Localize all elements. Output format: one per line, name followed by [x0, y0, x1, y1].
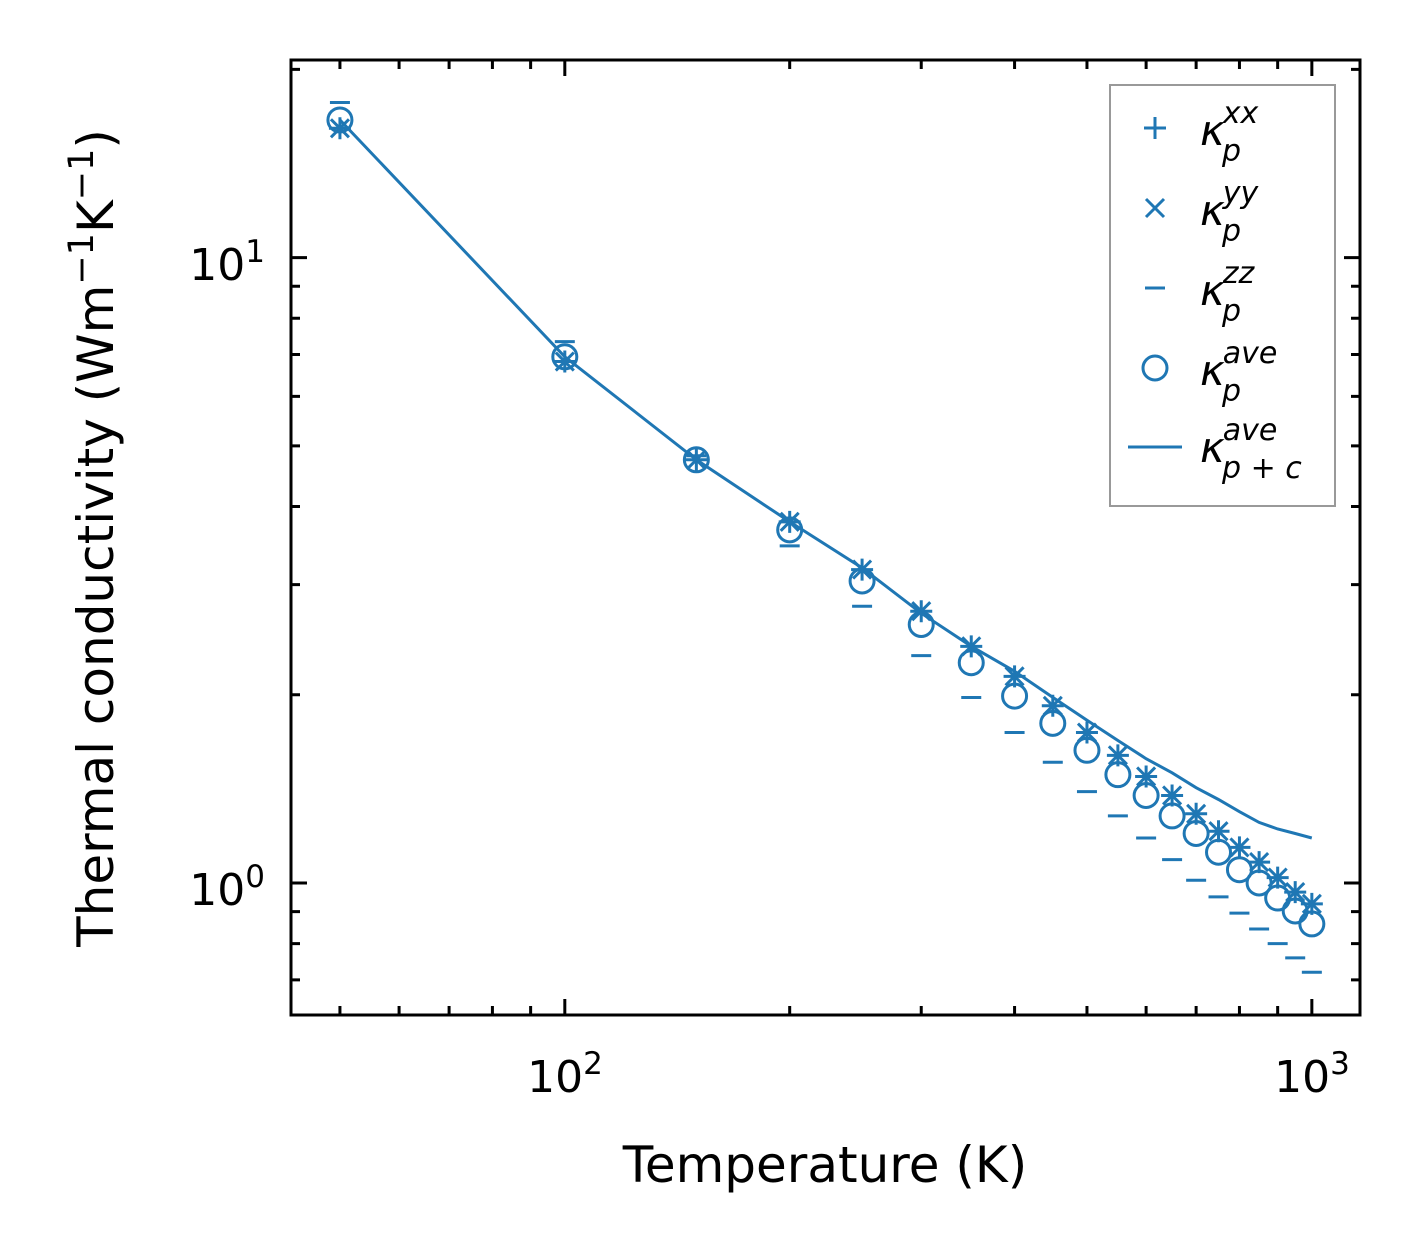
- x-tick-label-100: 102: [527, 1046, 603, 1103]
- y-tick-label-1: 100: [189, 859, 265, 916]
- data-point-yy: [1249, 852, 1270, 873]
- data-point-ave: [1104, 761, 1132, 789]
- legend: κxx p κyy p κzz p κave p κave p + c: [1109, 84, 1336, 507]
- series-layer: [326, 101, 1326, 974]
- data-point-yy: [1107, 745, 1128, 766]
- axes-frame: [289, 58, 1362, 1017]
- data-point-ave: [1182, 819, 1210, 847]
- series-p-c-ave: [338, 118, 1313, 840]
- data-point-ave: [1001, 682, 1029, 710]
- legend-label-ave: κave p: [1200, 336, 1277, 409]
- legend-label-zz: κzz p: [1200, 256, 1256, 329]
- axis-ticks: [291, 60, 1360, 1015]
- data-point-ave: [1245, 869, 1273, 897]
- data-point-ave: [1298, 910, 1326, 938]
- x-tick-label-1000: 103: [1274, 1046, 1350, 1103]
- data-point-yy: [1186, 803, 1207, 824]
- legend-label-xx: κxx p: [1200, 96, 1259, 169]
- legend-marker-yy: [1144, 197, 1166, 219]
- data-point-ave: [957, 649, 985, 677]
- y-tick-label-10: 101: [189, 234, 265, 291]
- series-zz: [329, 101, 1322, 974]
- legend-marker-xx: [1144, 117, 1166, 139]
- series-line-p-c-ave: [338, 118, 1313, 840]
- data-point-ave: [1073, 736, 1101, 764]
- data-point-ave: [551, 343, 579, 371]
- data-point-ave: [682, 446, 710, 474]
- data-point-ave: [1225, 856, 1253, 884]
- data-point-ave: [1132, 781, 1160, 809]
- data-point-yy: [1004, 666, 1025, 687]
- x-axis-label: Temperature (K): [622, 1136, 1027, 1194]
- legend-label-yy: κyy p: [1200, 176, 1260, 249]
- data-point-ave: [1205, 838, 1233, 866]
- legend-marker-ave: [1141, 354, 1169, 382]
- data-point-ave: [1158, 802, 1186, 830]
- data-point-yy: [1162, 785, 1183, 806]
- data-point-yy: [1229, 837, 1250, 858]
- legend-box: [1109, 84, 1336, 507]
- data-point-yy: [329, 118, 350, 139]
- data-point-ave: [1039, 709, 1067, 737]
- data-point-ave: [1281, 897, 1309, 925]
- y-axis-label: Thermal conductivity (Wm−1K−1): [62, 129, 125, 948]
- legend-markers: [1128, 117, 1182, 449]
- data-point-yy: [1136, 766, 1157, 787]
- data-point-ave: [326, 106, 354, 134]
- plot-area: [326, 101, 1326, 974]
- legend-label-pc-ave: κave p + c: [1200, 413, 1302, 486]
- data-point-yy: [1208, 821, 1229, 842]
- data-point-ave: [1264, 884, 1292, 912]
